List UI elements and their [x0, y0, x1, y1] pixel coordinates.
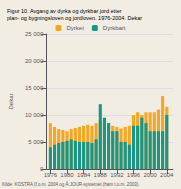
svg-text:2004: 2004 — [160, 172, 174, 178]
svg-text:1992: 1992 — [110, 172, 124, 178]
svg-text:Dyrket: Dyrket — [66, 25, 84, 31]
svg-text:5 000: 5 000 — [28, 139, 44, 145]
svg-text:Dekar: Dekar — [8, 93, 14, 109]
svg-text:0: 0 — [39, 166, 44, 172]
svg-text:1988: 1988 — [94, 172, 108, 178]
svg-text:2000: 2000 — [143, 172, 157, 178]
svg-text:Figur 10. Avgang av dyrka og d: Figur 10. Avgang av dyrka og dyrkbar jor… — [7, 8, 122, 14]
svg-text:Kilde: KOSTRA (f.o.m. 2004 og: Kilde: KOSTRA (f.o.m. 2004 og Å JOUR-sys… — [2, 181, 140, 187]
svg-text:Dyrkbart: Dyrkbart — [103, 25, 126, 31]
svg-text:plan- og bygningsloven og jord: plan- og bygningsloven og jordloven. 197… — [7, 15, 142, 21]
svg-text:1976: 1976 — [44, 172, 58, 178]
svg-text:10 000: 10 000 — [25, 112, 44, 118]
svg-text:25 000: 25 000 — [25, 31, 44, 37]
svg-text:1984: 1984 — [77, 172, 91, 178]
svg-text:15 000: 15 000 — [25, 85, 44, 91]
svg-text:1996: 1996 — [127, 172, 141, 178]
svg-text:1980: 1980 — [60, 172, 74, 178]
svg-text:20 000: 20 000 — [25, 58, 44, 64]
